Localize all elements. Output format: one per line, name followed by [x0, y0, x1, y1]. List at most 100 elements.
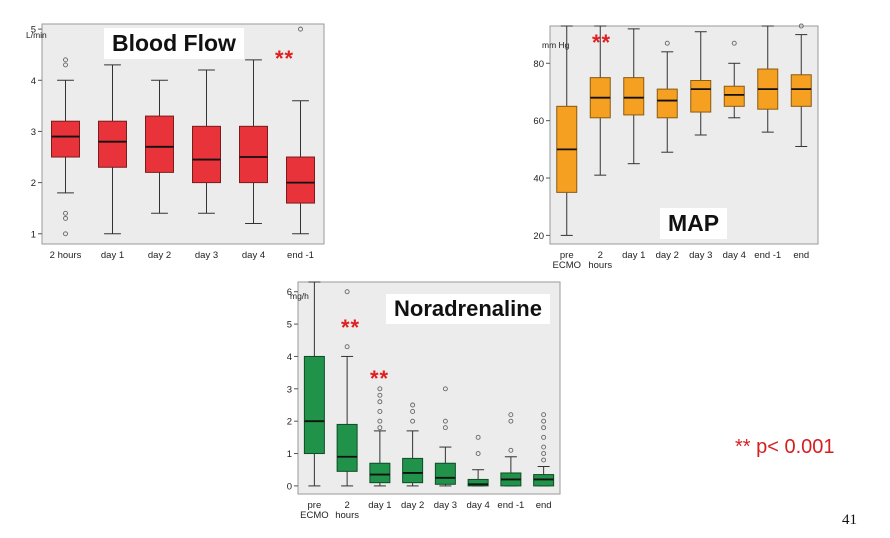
map-title: MAP — [660, 208, 728, 239]
outlier-point — [298, 26, 303, 32]
y-tick-label: 4 — [31, 76, 36, 87]
x-tick-label: day 4 — [242, 250, 265, 261]
outlier-point — [541, 412, 547, 418]
y-tick-label: 5 — [31, 25, 36, 36]
outlier-point — [377, 409, 383, 414]
x-tick-label: day 3 — [689, 250, 712, 261]
outlier-point — [508, 412, 514, 418]
x-tick-label: 2 hours — [50, 250, 82, 261]
outlier-point — [798, 23, 804, 29]
outlier-point — [377, 418, 383, 424]
x-tick-label: day 2 — [148, 250, 171, 261]
outlier-point — [442, 425, 448, 431]
x-tick-label: end -1 — [497, 500, 524, 511]
y-tick-label: 3 — [287, 384, 292, 395]
plot-area — [41, 23, 325, 245]
outlier-point — [63, 215, 68, 221]
x-tick-label: day 1 — [368, 500, 391, 511]
y-tick-label: 1 — [287, 449, 292, 460]
outlier-point — [664, 40, 670, 46]
outlier-point — [377, 386, 383, 392]
box — [723, 85, 745, 107]
y-tick-label: 2 — [287, 417, 292, 428]
box — [656, 88, 678, 119]
y-tick-label: 20 — [533, 231, 544, 242]
x-tick-label: hours — [335, 510, 359, 521]
box — [239, 125, 268, 184]
x-tick-label: day 2 — [401, 500, 424, 511]
x-tick-label: day 1 — [622, 250, 645, 261]
y-tick-label: 2 — [31, 178, 36, 189]
outlier-point — [541, 425, 547, 431]
noradrenaline-significance-stars-1: ** — [341, 315, 361, 340]
outlier-point — [377, 425, 383, 431]
outlier-point — [377, 392, 383, 398]
box — [369, 462, 391, 484]
outlier-point — [344, 289, 350, 295]
box — [145, 115, 174, 173]
x-tick-label: day 4 — [723, 250, 746, 261]
outlier-point — [410, 409, 416, 414]
outlier-point — [442, 386, 448, 392]
outlier-point — [541, 444, 547, 450]
blood-flow-title: Blood Flow — [104, 28, 244, 59]
box — [286, 156, 315, 204]
outlier-point — [63, 57, 68, 63]
x-tick-label: end -1 — [754, 250, 781, 261]
outlier-point — [541, 451, 547, 456]
y-tick-label: 1 — [31, 229, 36, 240]
blood-flow-significance-stars: ** — [275, 46, 295, 71]
noradrenaline-title: Noradrenaline — [386, 294, 550, 324]
outlier-point — [508, 447, 514, 453]
outlier-point — [541, 418, 547, 424]
x-tick-label: day 3 — [434, 500, 457, 511]
box — [98, 120, 127, 168]
noradrenaline-significance-stars-2: ** — [370, 366, 390, 391]
x-tick-label: pre — [308, 500, 322, 511]
y-tick-label: 0 — [287, 481, 292, 492]
box — [51, 120, 80, 158]
box — [434, 462, 456, 485]
box — [467, 478, 489, 487]
outlier-point — [475, 434, 481, 440]
outlier-point — [475, 451, 481, 456]
x-tick-label: day 1 — [101, 250, 124, 261]
box — [192, 125, 221, 184]
x-tick-label: ECMO — [300, 510, 329, 521]
outlier-point — [508, 418, 514, 424]
x-tick-label: 2 — [344, 500, 349, 511]
blood-flow-plot: 1 2 3 4 5L/min 2 hours day 1 day 2 day 3 day 4 end… — [26, 23, 325, 261]
unit-label: L/min — [26, 30, 47, 40]
outlier-point — [410, 402, 416, 408]
unit-label: mm Hg — [542, 40, 570, 50]
x-tick-label: day 3 — [195, 250, 218, 261]
x-tick-label: hours — [588, 260, 612, 271]
significance-footnote: ** p< 0.001 — [735, 436, 835, 458]
box — [690, 80, 712, 113]
page-number: 41 — [842, 512, 857, 528]
box — [623, 77, 645, 116]
outlier-point — [442, 418, 448, 424]
x-tick-label: 2 — [598, 250, 603, 261]
y-tick-label: 80 — [533, 59, 544, 70]
y-tick-label: 60 — [533, 116, 544, 127]
box — [336, 423, 358, 472]
map-significance-stars: ** — [592, 30, 612, 55]
outlier-point — [344, 344, 350, 350]
plot-area — [549, 25, 819, 245]
x-tick-label: day 2 — [656, 250, 679, 261]
box — [402, 457, 424, 484]
outlier-point — [541, 457, 547, 463]
unit-label: mg/h — [290, 291, 309, 301]
blood-flow-chart: 1 2 3 4 5 L/min 2 hours day 1 day 2 day 3 day 4 end… — [18, 20, 328, 270]
outlier-point — [63, 62, 68, 68]
outlier-point — [410, 418, 416, 424]
y-tick-label: 4 — [287, 352, 292, 363]
box — [790, 74, 812, 107]
outlier-point — [63, 210, 68, 216]
x-tick-label: end — [793, 250, 809, 261]
outlier-point — [63, 231, 68, 237]
x-tick-label: end — [536, 500, 552, 511]
x-tick-label: pre — [560, 250, 574, 261]
outlier-point — [541, 434, 547, 440]
